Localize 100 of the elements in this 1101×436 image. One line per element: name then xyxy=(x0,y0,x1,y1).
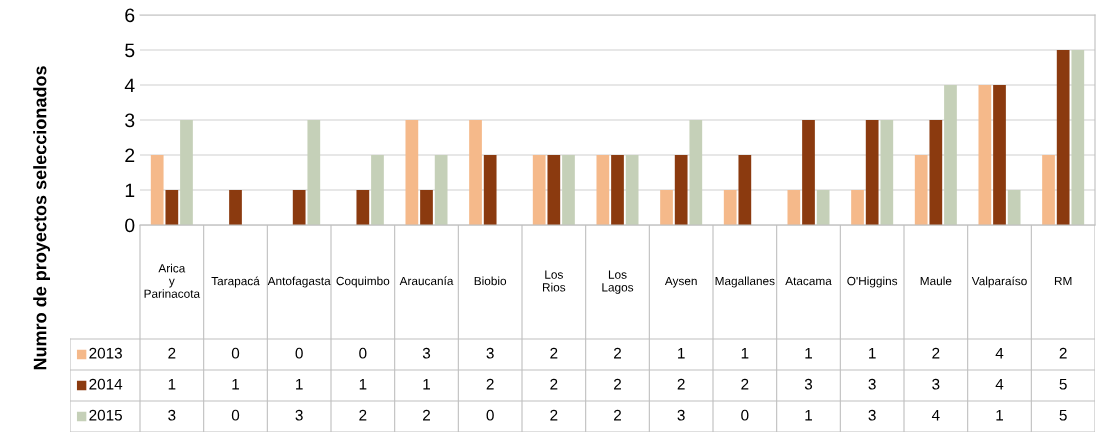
data-label: 0 xyxy=(295,347,303,359)
data-label: 1 xyxy=(168,378,176,390)
data-label: 1 xyxy=(296,378,303,390)
bar xyxy=(405,120,419,225)
bar xyxy=(483,155,497,225)
data-label: 2 xyxy=(614,409,621,421)
x-tick-label: Atacama xyxy=(785,276,832,286)
bar xyxy=(165,190,179,225)
bar xyxy=(865,120,879,225)
bar xyxy=(596,155,610,225)
bar xyxy=(532,155,546,225)
data-label: 2 xyxy=(741,378,749,390)
data-label: 3 xyxy=(486,347,494,359)
x-tick-label: Arica y Parinacota xyxy=(144,263,201,298)
data-label: 2 xyxy=(486,378,494,390)
data-label: 2 xyxy=(550,378,558,390)
y-tick-label: 1 xyxy=(125,183,135,198)
data-label: 4 xyxy=(995,347,1004,359)
bar xyxy=(420,190,433,225)
y-tick-label: 2 xyxy=(125,148,135,163)
bar xyxy=(307,120,321,225)
data-label: 1 xyxy=(359,378,367,390)
x-tick-label: Biobio xyxy=(474,276,507,286)
data-label: 1 xyxy=(996,409,1003,421)
x-tick-label: Tarapacá xyxy=(211,276,260,288)
data-label: 2 xyxy=(359,409,367,421)
bar xyxy=(816,190,830,225)
data-label: 2 xyxy=(614,378,621,390)
data-label: 1 xyxy=(232,378,239,390)
data-label: 2 xyxy=(677,378,685,390)
bar xyxy=(802,120,815,225)
bar xyxy=(547,155,561,225)
bar xyxy=(180,120,193,225)
bar xyxy=(944,85,957,225)
legend-label: 2015 xyxy=(89,409,122,421)
data-label: 1 xyxy=(678,347,685,359)
data-label: 2 xyxy=(932,347,940,359)
data-label: 5 xyxy=(1059,378,1067,390)
data-label: 1 xyxy=(423,378,430,390)
data-label: 0 xyxy=(231,347,240,359)
x-tick-label: Magallanes xyxy=(715,276,775,288)
y-tick-label: 0 xyxy=(125,218,135,233)
data-label: 3 xyxy=(932,378,940,390)
data-label: 3 xyxy=(868,409,876,421)
data-label: 2 xyxy=(550,409,558,421)
bar xyxy=(150,155,164,225)
data-label: 0 xyxy=(231,409,240,421)
bar xyxy=(880,120,894,225)
data-label: 2 xyxy=(614,347,621,359)
y-tick-label: 4 xyxy=(124,78,135,93)
legend-label: 2013 xyxy=(89,347,122,359)
bar xyxy=(851,190,864,225)
bar xyxy=(993,85,1006,225)
data-label: 2 xyxy=(550,347,558,359)
bar xyxy=(356,190,370,225)
bar xyxy=(660,190,673,225)
x-tick-label: Los Rios xyxy=(542,270,566,292)
bar xyxy=(229,190,242,225)
data-label: 3 xyxy=(804,378,813,390)
data-label: 3 xyxy=(295,409,303,421)
legend-label: 2014 xyxy=(89,378,123,390)
data-label: 5 xyxy=(1059,409,1067,421)
bar xyxy=(1056,50,1070,225)
data-label: 3 xyxy=(422,347,431,359)
y-tick-label: 5 xyxy=(125,43,135,58)
data-label: 2 xyxy=(168,347,176,359)
data-label: 0 xyxy=(741,409,749,421)
data-label: 1 xyxy=(805,409,812,421)
data-label: 0 xyxy=(359,347,367,359)
bar xyxy=(674,155,688,225)
bar xyxy=(434,155,448,225)
data-label: 3 xyxy=(868,378,876,390)
bar xyxy=(929,120,943,225)
bar xyxy=(562,155,575,225)
bar xyxy=(738,155,752,225)
y-tick-label: 3 xyxy=(125,113,135,128)
data-label: 2 xyxy=(1059,347,1067,359)
x-tick-label: RM xyxy=(1054,276,1072,286)
bar xyxy=(292,190,306,225)
data-label: 1 xyxy=(805,347,812,359)
data-label: 2 xyxy=(423,409,430,421)
data-label: 1 xyxy=(741,347,749,359)
data-label: 4 xyxy=(931,409,940,421)
data-label: 1 xyxy=(869,347,876,359)
x-tick-label: Araucanía xyxy=(399,276,454,286)
data-label: 4 xyxy=(995,378,1004,390)
bar xyxy=(1042,155,1055,225)
bar xyxy=(611,155,624,225)
x-tick-label: Los Lagos xyxy=(602,270,634,294)
x-tick-label: Maule xyxy=(920,276,952,286)
x-tick-label: Valparaíso xyxy=(971,276,1027,288)
x-tick-label: O'Higgins xyxy=(847,276,898,288)
bar xyxy=(723,190,737,225)
y-axis-title: Numro de proyectos seleccionados xyxy=(33,66,50,370)
y-tick-label: 6 xyxy=(125,8,135,23)
bar xyxy=(1071,50,1085,225)
data-label: 3 xyxy=(677,409,685,421)
x-tick-label: Antofagasta xyxy=(267,276,331,288)
bar xyxy=(371,155,384,225)
bar xyxy=(625,155,639,225)
